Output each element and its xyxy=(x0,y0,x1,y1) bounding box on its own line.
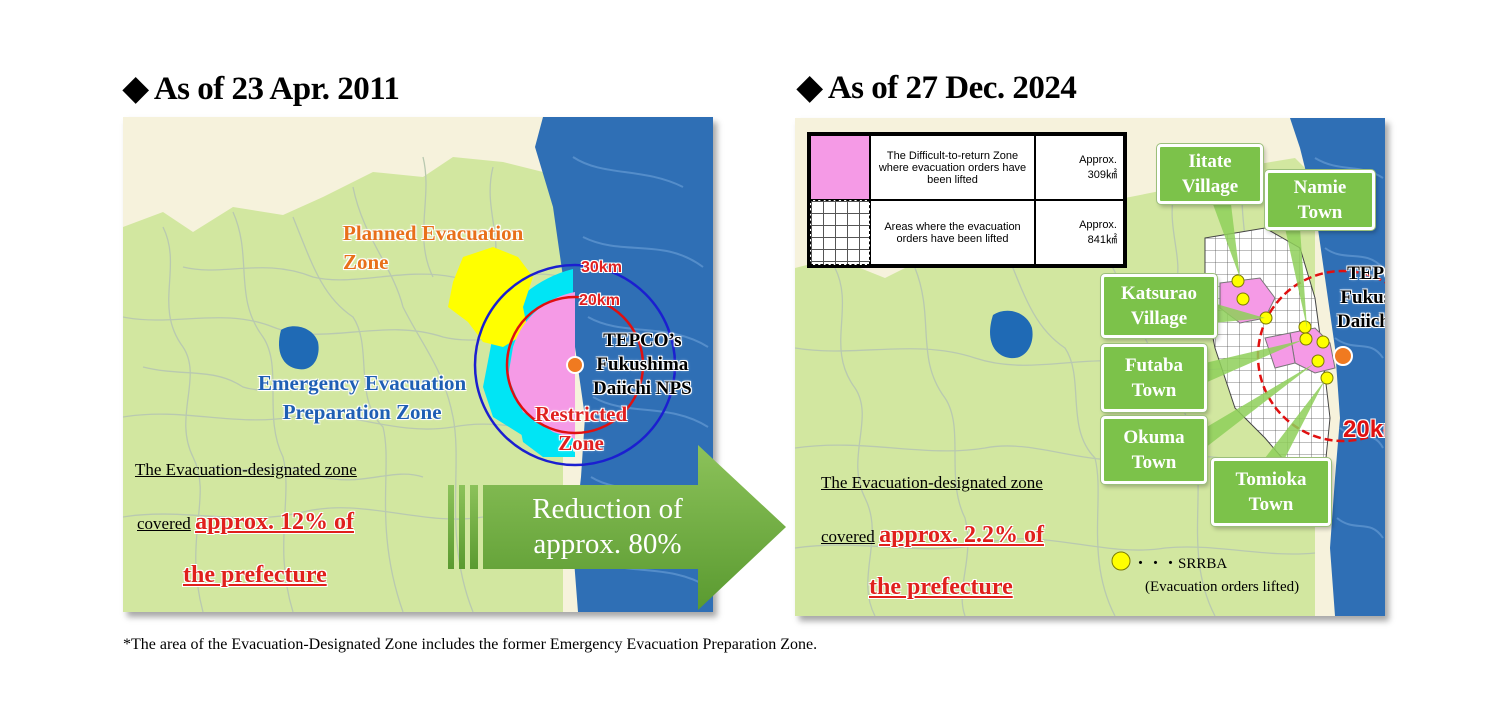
right-coverage-amount: approx. 2.2% of xyxy=(879,522,1044,548)
srrba-dot xyxy=(1311,354,1325,368)
legend-swatch-pink xyxy=(810,135,870,200)
right-heading-text: As of 27 Dec. 2024 xyxy=(827,70,1077,106)
right-nps-label: TEPCO’s Fukushima Daiichi NPS xyxy=(1337,263,1385,332)
footnote: *The area of the Evacuation-Designated Z… xyxy=(123,636,818,653)
reduction-text: Reduction of approx. 80% xyxy=(532,493,683,560)
left-coverage-line3: the prefecture xyxy=(183,562,327,588)
reduction-arrow xyxy=(448,445,786,610)
km20-label: 20km xyxy=(579,292,620,309)
legend-label-difficult: The Difficult-to-return Zone where evacu… xyxy=(870,135,1035,200)
right-coverage-line1: The Evacuation-designated zone xyxy=(821,473,1043,492)
srrba-legend-line2: (Evacuation orders lifted) xyxy=(1145,579,1300,595)
diamond-bullet-icon: ◆ xyxy=(797,70,822,106)
left-coverage-line2: covered approx. 12% of xyxy=(137,509,354,535)
km30-label: 30km xyxy=(581,259,622,276)
legend-amount-lifted: Approx. 841㎢ xyxy=(1035,200,1124,265)
legend-amount-difficult: Approx. 309㎢ xyxy=(1035,135,1124,200)
srrba-dot xyxy=(1298,320,1312,334)
srrba-dots xyxy=(1111,274,1334,571)
left-heading-text: As of 23 Apr. 2011 xyxy=(153,71,400,107)
srrba-dot xyxy=(1299,332,1313,346)
emergency-evacuation-label: Emergency Evacuation Preparation Zone xyxy=(258,371,467,424)
srrba-legend-line1: ・・・SRRBA xyxy=(1133,556,1228,572)
srrba-dot xyxy=(1320,371,1334,385)
right-km20-label: 20km xyxy=(1343,416,1385,443)
nps-marker-icon xyxy=(1333,346,1353,366)
left-coverage-line1: The Evacuation-designated zone xyxy=(135,460,357,479)
srrba-dot xyxy=(1236,292,1250,306)
iitate-village-label: Iitate Village xyxy=(1157,144,1263,204)
nps-marker-icon xyxy=(566,356,584,374)
katsurao-village-label: Katsurao Village xyxy=(1101,274,1217,338)
left-heading: ◆ As of 23 Apr. 2011 xyxy=(123,68,400,108)
tomioka-town-label: Tomioka Town xyxy=(1211,458,1331,526)
namie-town-label: Namie Town xyxy=(1265,170,1375,230)
legend-swatch-grid xyxy=(810,200,870,265)
right-map: The Difficult-to-return Zone where evacu… xyxy=(795,118,1385,616)
diamond-bullet-icon: ◆ xyxy=(123,71,148,107)
futaba-town-label: Futaba Town xyxy=(1101,344,1207,412)
right-coverage-line2: covered approx. 2.2% of xyxy=(821,522,1044,548)
legend-label-lifted: Areas where the evacuation orders have b… xyxy=(870,200,1035,265)
okuma-town-label: Okuma Town xyxy=(1101,416,1207,484)
restricted-zone-label: Restricted Zone xyxy=(535,402,628,455)
right-coverage-line3: the prefecture xyxy=(869,574,1013,600)
planned-evacuation-label: Planned Evacuation Zone xyxy=(343,221,524,274)
left-nps-label: TEPCO’s Fukushima Daiichi NPS xyxy=(593,330,692,399)
left-coverage-amount: approx. 12% of xyxy=(195,509,354,535)
srrba-dot xyxy=(1316,335,1330,349)
srrba-legend-dot-icon xyxy=(1111,551,1131,571)
srrba-dot xyxy=(1231,274,1245,288)
right-heading: ◆ As of 27 Dec. 2024 xyxy=(797,67,1077,107)
legend-table: The Difficult-to-return Zone where evacu… xyxy=(807,132,1127,268)
